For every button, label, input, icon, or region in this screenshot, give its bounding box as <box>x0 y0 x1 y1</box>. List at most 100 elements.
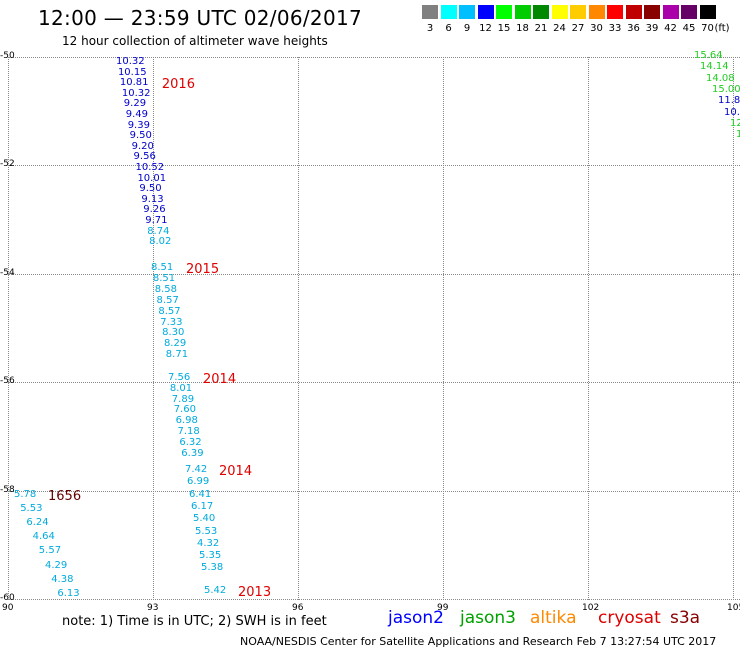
wave-height-point: 7.89 <box>171 393 195 405</box>
scale-swatch <box>533 5 549 19</box>
scale-label: 9 <box>463 23 471 34</box>
scale-label: 36 <box>627 23 640 34</box>
wave-height-point: 8.57 <box>158 305 181 317</box>
lat-label: -60 <box>0 593 15 603</box>
scale-swatch <box>662 5 679 19</box>
legend-cryosat: cryosat <box>598 608 661 628</box>
lat-grid-line <box>8 599 740 600</box>
wave-height-point: 6.99 <box>187 476 210 488</box>
wave-height-point: 9.29 <box>123 98 147 110</box>
lat-grid-line <box>8 491 740 492</box>
wave-height-point: 5.38 <box>201 562 224 574</box>
scale-label: 33 <box>608 23 622 34</box>
scale-label: 70 <box>701 23 714 34</box>
credit-text: NOAA/NESDIS Center for Satellite Applica… <box>240 635 717 648</box>
scale-swatch <box>681 5 697 19</box>
scale-swatch <box>644 5 660 19</box>
scale-label: 18 <box>516 23 529 34</box>
wave-height-point: 4.32 <box>197 537 220 549</box>
wave-height-point: 7.56 <box>168 372 191 383</box>
scale-label: 45 <box>682 23 696 34</box>
scale-label: 6 <box>445 23 452 34</box>
wave-height-point: 8.71 <box>165 349 189 361</box>
scale-label: 15 <box>497 23 511 34</box>
wave-height-point: 15.64 <box>694 50 723 61</box>
scale-swatch <box>607 5 623 19</box>
lon-label: 96 <box>292 603 304 613</box>
wave-height-point: 7.18 <box>177 426 200 437</box>
scale-label: 3 <box>426 23 434 34</box>
wave-height-point: 4.38 <box>51 573 74 585</box>
lat-label: -58 <box>0 485 15 495</box>
wave-height-point: 8.58 <box>154 283 177 295</box>
scale-label: 12 <box>479 23 492 34</box>
wave-height-point: 10.32 <box>116 56 145 67</box>
lat-grid-line <box>8 274 740 275</box>
lat-label: -52 <box>0 159 15 169</box>
wave-height-point: 5.40 <box>193 513 216 525</box>
pass-time-label: 2013 <box>238 585 272 600</box>
wave-height-point: 10.9 <box>724 106 740 118</box>
map-subtitle: 12 hour collection of altimeter wave hei… <box>62 34 328 48</box>
legend-jason3: jason3 <box>460 608 516 628</box>
scale-unit: (ft) <box>714 23 730 34</box>
legend-altika: altika <box>530 608 577 628</box>
lon-grid-line <box>8 57 9 600</box>
wave-height-point: 8.30 <box>162 327 185 339</box>
pass-time-label: 2014 <box>203 372 237 387</box>
pass-time-label: 2015 <box>186 262 220 277</box>
wave-height-point: 6.41 <box>189 488 212 500</box>
scale-swatch <box>477 5 494 19</box>
wave-height-point: 6.17 <box>191 500 214 512</box>
wave-height-point: 5.53 <box>195 525 218 537</box>
wave-height-point: 6.32 <box>179 436 202 448</box>
scale-swatch <box>625 5 642 19</box>
wave-height-point: 9.26 <box>143 204 166 216</box>
wave-height-point: 7.42 <box>185 464 208 475</box>
wave-height-point: 12 <box>730 117 740 129</box>
wave-height-point: 6.24 <box>26 517 49 529</box>
wave-height-point: 5.42 <box>204 585 227 596</box>
lat-label: -56 <box>0 376 15 386</box>
pass-time-label: 1656 <box>48 489 82 504</box>
scale-label: 27 <box>571 23 585 34</box>
wave-height-point: 9.71 <box>145 215 168 226</box>
wave-height-point: 7.33 <box>160 316 183 328</box>
lon-label: 105 <box>727 603 740 613</box>
wave-height-point: 8.01 <box>169 382 193 394</box>
wave-height-point: 1 <box>736 129 740 141</box>
wave-height-point: 7.60 <box>173 404 196 416</box>
lat-grid-line <box>8 57 740 58</box>
map-plot: -50-52-54-56-58-609093969910210510.3210.… <box>0 51 740 613</box>
wave-height-point: 8.02 <box>149 236 172 248</box>
lon-label: 93 <box>147 603 159 613</box>
lon-label: 102 <box>582 603 600 613</box>
wave-height-point: 5.53 <box>20 503 43 515</box>
lon-label: 90 <box>2 603 14 613</box>
wave-height-point: 9.56 <box>133 151 156 163</box>
scale-label: 30 <box>590 23 603 34</box>
wave-height-point: 8.29 <box>163 338 187 350</box>
wave-height-point: 11.8 <box>718 95 740 107</box>
scale-swatch <box>440 5 457 19</box>
wave-height-point: 10.15 <box>117 66 147 78</box>
legend-s3a: s3a <box>670 608 701 628</box>
wave-height-point: 10.81 <box>119 77 149 89</box>
lon-grid-line <box>443 57 444 600</box>
lon-label: 99 <box>437 603 449 613</box>
scale-label: 42 <box>664 23 677 34</box>
lat-label: -50 <box>0 51 15 61</box>
scale-swatch <box>551 5 568 19</box>
scale-swatch <box>422 5 438 19</box>
wave-height-point: 10.01 <box>137 172 167 184</box>
wave-height-point: 9.20 <box>131 140 154 152</box>
wave-height-point: 5.57 <box>38 545 62 557</box>
wave-height-point: 6.13 <box>57 587 80 599</box>
wave-height-point: 6.39 <box>181 447 204 459</box>
scale-swatch <box>588 5 605 19</box>
scale-label: 21 <box>534 23 548 34</box>
wave-height-point: 4.29 <box>45 559 68 571</box>
lat-grid-line <box>8 165 740 166</box>
scale-swatch <box>514 5 531 19</box>
wave-height-point: 9.39 <box>127 119 150 131</box>
